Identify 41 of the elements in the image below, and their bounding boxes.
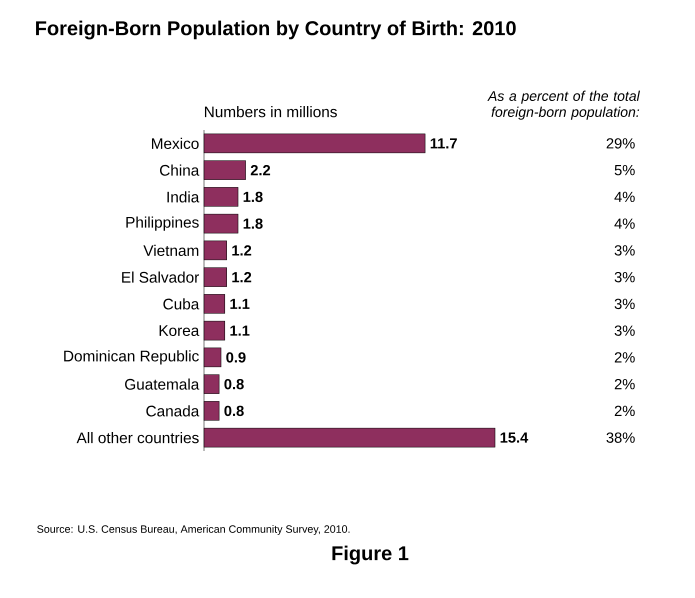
text: 2% [614,406,635,416]
text: 3% [614,272,635,282]
y-tick-label: Mexico [152,138,199,149]
text: 2% [614,352,635,363]
text: 29% [606,138,635,149]
data-label: 0.9 [226,352,246,363]
data-label: 15.4 [500,432,528,443]
text: 3% [614,325,635,336]
y-tick-label: Guatemala [125,378,200,390]
text: 5% [614,164,635,176]
y-tick-label: All other countries [76,432,199,444]
data-label: 1.8 [244,192,263,202]
data-label: 0.8 [224,406,244,416]
caption: Figure 1 [332,546,408,564]
y-tick-label: Cuba [163,298,200,310]
text: 4% [614,218,635,229]
text: 2% [614,378,635,390]
y-tick-label: India [167,191,200,202]
y-tick-label: Philippines [126,216,199,231]
y-tick-label: Korea [160,325,200,336]
data-label: 1.1 [230,326,250,336]
y-tick-label: Dominican Republic [64,350,199,365]
data-label: 1.2 [232,245,252,256]
data-label: 0.8 [224,378,244,390]
chart-title: Foreign-Born Population by Country of Birth: 2010 [36,20,516,40]
y-tick-label: El Salvador [122,272,200,283]
text: 4% [614,192,635,202]
text: 38% [606,432,635,443]
x-axis-title: Numbers in millions [204,106,337,118]
text: 3% [614,298,635,310]
data-label: 1.8 [244,218,263,229]
data-label: 1.2 [232,272,252,282]
source-note: Source: U.S. Census Bureau, American Community Survey, 2010. [37,525,350,535]
text: As a percent of the total foreign-born population: [487,90,640,120]
data-label: 1.1 [230,298,250,309]
y-tick-label: China [160,164,200,176]
y-tick-label: Canada [146,405,200,416]
text: 3% [614,245,635,256]
y-tick-label: Vietnam [143,244,198,256]
data-label: 11.7 [430,138,457,148]
data-label: 2.2 [250,165,270,176]
